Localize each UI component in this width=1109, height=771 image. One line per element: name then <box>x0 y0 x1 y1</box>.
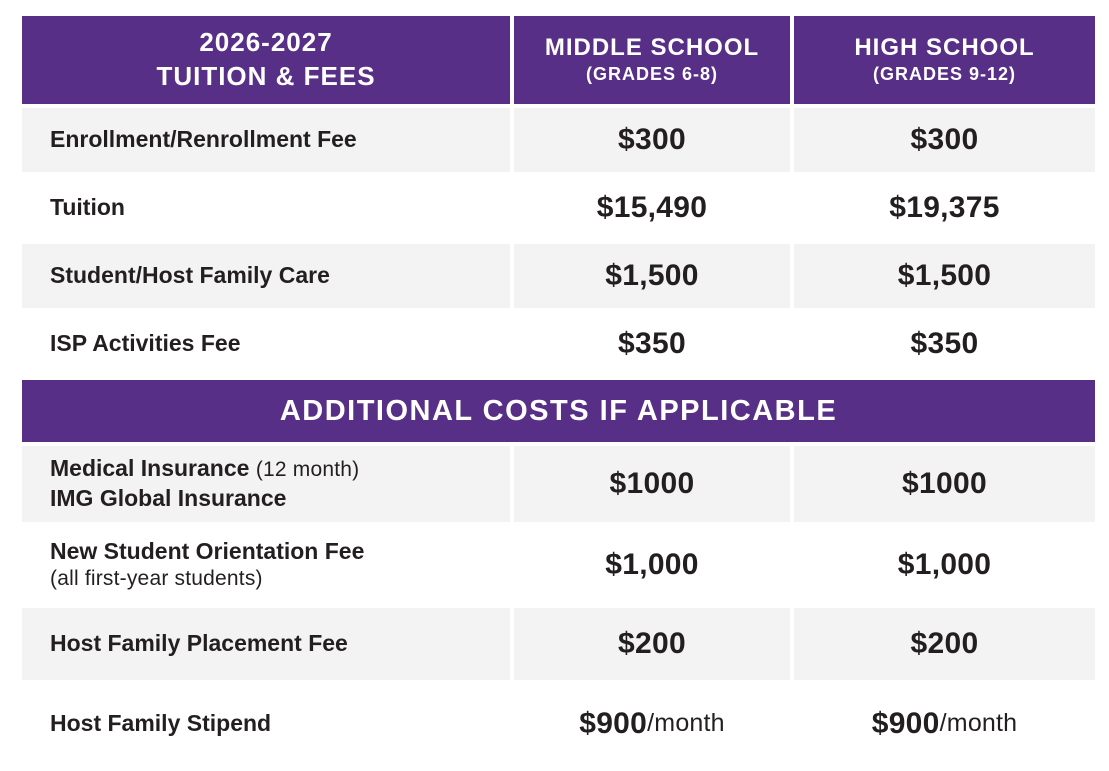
row-label-line1: Medical Insurance (12 month) <box>50 454 510 484</box>
row-label-text: Host Family Stipend <box>50 709 272 736</box>
medical-insurance-high-value: $1000 <box>794 446 1095 522</box>
row-label-text: Host Family Placement Fee <box>50 630 348 657</box>
tuition-fees-table: 2026-2027 TUITION & FEES MIDDLE SCHOOL (… <box>22 16 1095 763</box>
stipend-amount: $900 <box>579 706 648 740</box>
enrollment-fee-middle-value: $300 <box>514 108 790 172</box>
medical-insurance-middle-value: $1000 <box>514 446 790 522</box>
tuition-high-value: $19,375 <box>794 176 1095 240</box>
row-label-host-family-stipend: Host Family Stipend <box>22 684 510 763</box>
row-label-text: Medical Insurance <box>50 455 250 482</box>
row-label-student-host-family-care: Student/Host Family Care <box>22 244 510 308</box>
new-student-orientation-high-value: $1,000 <box>794 526 1095 604</box>
additional-costs-banner: ADDITIONAL COSTS IF APPLICABLE <box>22 380 1095 442</box>
row-label-isp-activities-fee: ISP Activities Fee <box>22 312 510 376</box>
enrollment-fee-high-value: $300 <box>794 108 1095 172</box>
title-text: TUITION & FEES <box>156 61 376 91</box>
host-family-placement-high-value: $200 <box>794 608 1095 680</box>
high-school-label: HIGH SCHOOL <box>854 34 1035 62</box>
row-label-text: New Student Orientation Fee <box>50 537 365 564</box>
host-family-stipend-high-value: $900/month <box>794 684 1095 763</box>
high-school-grades: (GRADES 9-12) <box>872 64 1017 85</box>
column-header-high-school: HIGH SCHOOL (GRADES 9-12) <box>794 16 1095 104</box>
row-label-host-family-placement-fee: Host Family Placement Fee <box>22 608 510 680</box>
stipend-amount: $900 <box>871 706 940 740</box>
title-year: 2026-2027 <box>199 27 333 58</box>
row-label-note: (12 month) <box>255 458 360 482</box>
isp-activities-fee-middle-value: $350 <box>514 312 790 376</box>
middle-school-grades: (GRADES 6-8) <box>585 64 718 85</box>
new-student-orientation-middle-value: $1,000 <box>514 526 790 604</box>
row-label-line2: IMG Global Insurance <box>50 485 287 512</box>
host-family-stipend-middle-value: $900/month <box>514 684 790 763</box>
row-label-text: Enrollment/Renrollment Fee <box>50 126 357 153</box>
stipend-suffix: /month <box>647 709 725 737</box>
row-label-note: (all first-year students) <box>50 567 263 591</box>
table-title-header: 2026-2027 TUITION & FEES <box>22 16 510 104</box>
row-label-text: Student/Host Family Care <box>50 262 330 289</box>
row-label-text: ISP Activities Fee <box>50 330 241 357</box>
tuition-middle-value: $15,490 <box>514 176 790 240</box>
host-family-placement-middle-value: $200 <box>514 608 790 680</box>
middle-school-label: MIDDLE SCHOOL <box>544 34 760 62</box>
row-label-text: Tuition <box>50 194 125 221</box>
column-header-middle-school: MIDDLE SCHOOL (GRADES 6-8) <box>514 16 790 104</box>
student-host-family-care-middle-value: $1,500 <box>514 244 790 308</box>
row-label-tuition: Tuition <box>22 176 510 240</box>
stipend-suffix: /month <box>939 709 1018 737</box>
student-host-family-care-high-value: $1,500 <box>794 244 1095 308</box>
row-label-medical-insurance: Medical Insurance (12 month) IMG Global … <box>22 446 510 522</box>
isp-activities-fee-high-value: $350 <box>794 312 1095 376</box>
row-label-new-student-orientation-fee: New Student Orientation Fee (all first-y… <box>22 526 510 604</box>
row-label-enrollment-fee: Enrollment/Renrollment Fee <box>22 108 510 172</box>
